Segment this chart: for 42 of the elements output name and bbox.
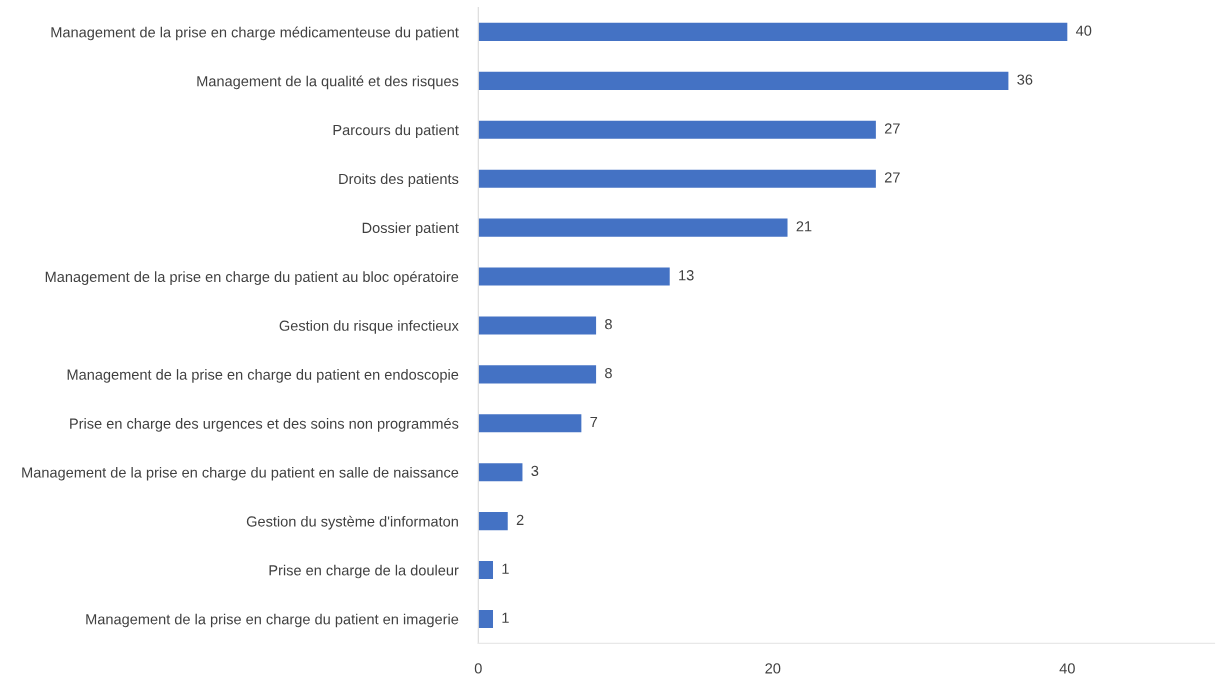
data-label: 21 [796,221,812,232]
data-label: 7 [590,417,598,428]
y-tick-label: Dossier patient [362,222,459,236]
y-tick-label: Management de la prise en charge du patient au bloc opératoire [45,271,459,285]
data-label: 1 [502,563,509,574]
bar [478,414,582,433]
y-tick-label: Management de la qualité et des risques [197,75,459,90]
data-label: 2 [516,514,524,525]
x-tick-label: 0 [474,663,482,674]
bar [478,71,1009,90]
bar [478,463,523,482]
data-label: 27 [884,172,900,183]
data-label: 13 [679,270,694,281]
y-tick-label: Gestion du risque infectieux [279,320,459,334]
x-tick-label: 40 [1059,663,1075,674]
bar [478,120,876,139]
y-tick-label: Management de la prise en charge du patient en imagerie [86,613,459,628]
y-tick-label: Droits des patients [339,173,459,187]
data-label: 8 [605,319,612,330]
bar [478,218,788,237]
bar [478,365,597,384]
bar [478,609,494,629]
y-tick-label: Management de la prise en charge médicamenteuse du patient [51,26,459,41]
x-tick-label: 20 [765,663,781,674]
data-label: 36 [1017,74,1033,85]
bar [478,316,597,335]
data-label: 8 [605,367,612,379]
y-tick-label: Parcours du patient [333,124,459,139]
bar [478,169,876,188]
bar [478,512,508,531]
bar [478,22,1068,41]
y-tick-label: Management de la prise en charge du patient en endoscopie [67,369,459,383]
y-tick-label: Gestion du système d'informaton [246,515,458,530]
bar [478,560,494,580]
data-label: 1 [502,612,509,623]
data-label: 40 [1075,25,1092,36]
y-tick-label: Prise en charge de la douleur [269,564,459,579]
data-label: 3 [531,465,539,477]
bar [478,267,670,286]
data-label: 27 [884,123,900,134]
y-tick-label: Management de la prise en charge du patient en salle de naissance [22,466,459,481]
y-tick-label: Prise en charge des urgences et des soins non programmés [70,417,459,432]
